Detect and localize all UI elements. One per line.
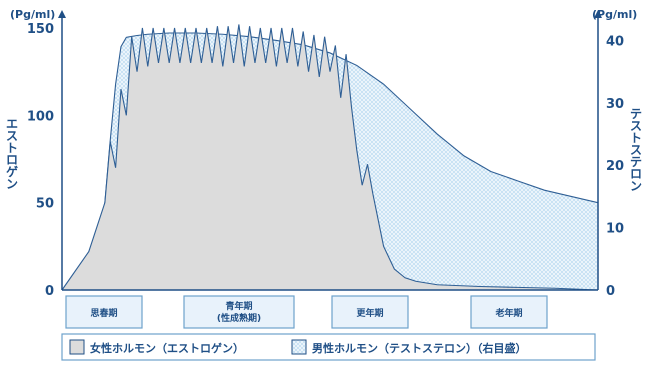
y-right-title: テストステロン [630,107,642,193]
y-right-tick-label: 0 [606,284,615,299]
y-right-tick-label: 10 [606,222,624,237]
stage-label: 老年期 [494,307,522,319]
y-right-tick-label: 40 [606,34,624,49]
y-left-title-char: ト [6,141,18,155]
y-left-title: エストロゲン [6,117,18,191]
stage-box-rect [331,295,409,329]
estrogen-area [62,24,598,291]
stage-box-rect [65,295,143,329]
y-left-title-char: ン [6,177,18,191]
legend-label-testosterone: 男性ホルモン（テストステロン）（右目盛） [312,341,527,355]
stage-box: 思春期 [65,295,143,329]
stage-box: 青年期(性成熟期) [183,295,295,329]
legend: 女性ホルモン（エストロゲン） 男性ホルモン（テストステロン）（右目盛） [61,333,596,361]
y-right-title-char: テ [630,107,642,121]
y-left-tick-label: 150 [27,22,54,37]
stage-box-rect [183,295,295,329]
legend-label-estrogen: 女性ホルモン（エストロゲン） [90,341,244,355]
y-left-unit: (Pg/ml) [10,8,55,21]
stage-box-rect [470,295,548,329]
stage-label: 青年期 [225,300,252,312]
estrogen-line [61,24,599,291]
stage-label: 思春期 [90,307,117,319]
stage-box: 更年期 [331,295,409,329]
y-left-title-char: ス [6,129,18,143]
legend-box [61,333,596,361]
legend-swatch-testosterone [291,339,307,355]
y-left-title-char: ゲ [6,164,18,179]
stage-label: (性成熟期) [217,312,261,324]
y-right-tick-label: 20 [606,159,624,174]
y-right-title-char: ト [630,131,642,145]
y-axis-right-arrow [594,10,602,18]
y-left-tick-label: 0 [45,284,54,299]
stage-label: 更年期 [356,307,383,319]
y-left-tick-label: 50 [36,197,54,212]
y-right-title-char: ス [630,143,642,157]
testosterone-line [61,32,599,291]
y-right-title-char: ン [630,179,642,193]
legend-swatch-estrogen [69,339,85,355]
y-right-title-char: テ [630,155,642,169]
stage-box: 老年期 [470,295,548,329]
y-left-title-char: ロ [6,153,18,167]
y-right-tick-label: 30 [606,97,624,112]
y-left-title-char: エ [6,117,18,131]
y-axis-left-arrow [58,10,66,18]
y-right-title-char: ロ [630,167,642,181]
y-right-title-char: ス [630,119,642,133]
y-right-unit: (Pg/ml) [592,8,637,21]
y-left-tick-label: 100 [27,109,54,124]
